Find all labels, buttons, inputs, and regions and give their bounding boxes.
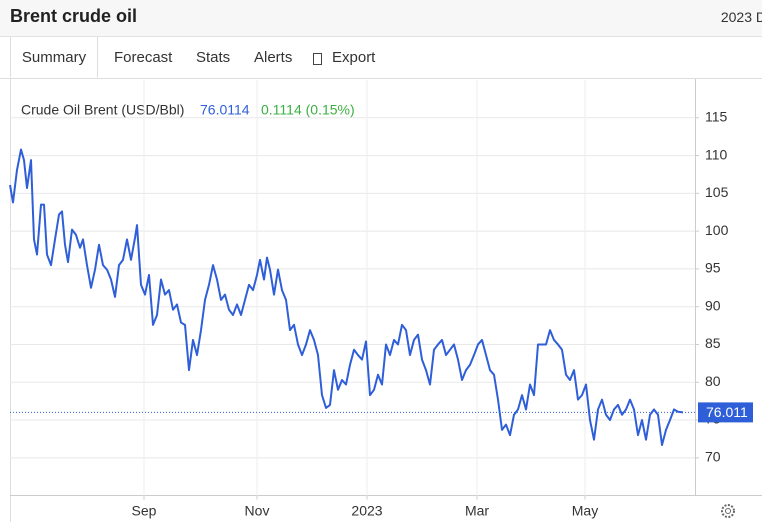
tab[interactable]: Summary	[10, 37, 98, 78]
y-tick-label: 80	[705, 373, 721, 389]
legend-change: 0.1114 (0.15%)	[261, 102, 355, 118]
tab[interactable]: Forecast	[114, 49, 173, 66]
y-tick-label: 95	[705, 260, 721, 276]
y-tick-label: 90	[705, 297, 721, 313]
header-right-text: 2023 D	[720, 9, 762, 25]
header-bar: Brent crude oil 2023 D	[0, 0, 762, 37]
page-title: Brent crude oil	[10, 6, 138, 26]
tab-bar: Summary Forecast Stats Alerts Export	[0, 37, 762, 79]
y-tick-label: 105	[705, 184, 729, 200]
tab[interactable]: Export	[332, 49, 376, 66]
y-tick-label: 85	[705, 335, 721, 351]
legend-price: 76.0114	[200, 102, 250, 118]
y-tick-label: 115	[705, 108, 728, 124]
tab[interactable]: Stats	[196, 49, 231, 66]
y-tick-label: 110	[705, 146, 728, 162]
export-icon	[313, 53, 322, 65]
price-line	[9, 148, 684, 446]
x-tick-label: Nov	[245, 503, 270, 519]
tab[interactable]: Alerts	[254, 49, 293, 66]
last-price-box	[698, 402, 753, 423]
x-tick-label: Mar	[465, 503, 489, 519]
x-tick-label: May	[572, 503, 598, 519]
last-price-label: 76.011	[706, 404, 748, 420]
settings-icon[interactable]	[721, 504, 735, 518]
y-tick-label: 100	[705, 222, 729, 238]
x-tick-label: Sep	[132, 503, 157, 519]
y-tick-label: 70	[705, 449, 721, 465]
legend-name: Crude Oil Brent (USD/Bbl)	[21, 102, 184, 118]
x-tick-label: 2023	[351, 503, 382, 519]
